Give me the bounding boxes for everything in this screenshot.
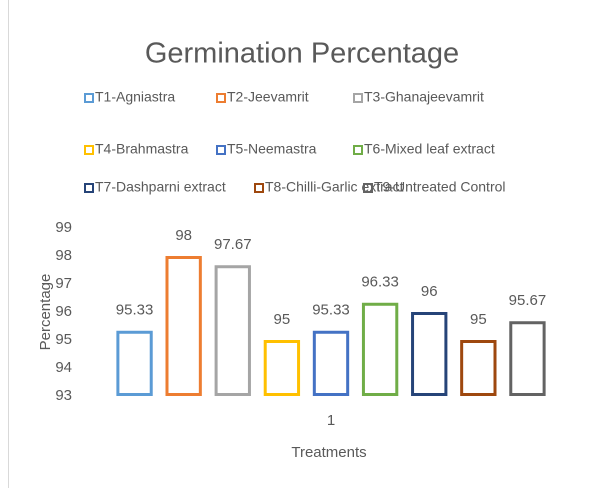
legend-marker (84, 93, 94, 103)
data-label: 98 (175, 227, 192, 244)
bar (411, 312, 448, 396)
x-axis-label: Treatments (291, 444, 366, 461)
data-label: 96 (421, 283, 438, 300)
legend-marker (216, 93, 226, 103)
y-tick-label: 97 (55, 275, 72, 292)
bar (263, 340, 301, 396)
bar (460, 340, 497, 396)
data-label: 96.33 (361, 274, 399, 291)
legend-label: T6-Mixed leaf extract (364, 141, 495, 157)
legend-marker (84, 145, 94, 155)
legend-marker (353, 145, 363, 155)
data-label: 95.67 (509, 292, 547, 309)
legend-label: T7-Dashparni extract (95, 179, 226, 195)
legend-label: T8-Chilli-Garlic extract (265, 179, 404, 195)
data-label: 95.33 (312, 302, 350, 319)
bar (312, 330, 350, 397)
data-label: 97.67 (214, 236, 252, 253)
legend-marker (363, 183, 373, 193)
y-tick-label: 95 (55, 331, 72, 348)
bar (165, 256, 202, 396)
legend-label: T3-Ghanajeevamrit (364, 89, 484, 105)
data-label: 95.33 (116, 302, 154, 319)
legend-label: T5-Neemastra (227, 141, 317, 157)
data-label: 95 (470, 311, 487, 328)
y-tick-label: 93 (55, 387, 72, 404)
bar (361, 302, 399, 397)
legend-marker (84, 183, 94, 193)
y-axis-label: Percentage (37, 274, 54, 351)
bar (509, 321, 546, 396)
bar (214, 265, 251, 396)
chart-title: Germination Percentage (145, 38, 459, 70)
legend-marker (254, 183, 264, 193)
x-tick-label: 1 (327, 412, 335, 429)
bar (116, 330, 153, 397)
legend-label: T4-Brahmastra (95, 141, 189, 157)
legend-label: T1-Agniastra (95, 89, 175, 105)
legend-label: T9-Untreated Control (374, 179, 506, 195)
legend-label: T2-Jeevamrit (227, 89, 309, 105)
y-tick-label: 94 (55, 359, 72, 376)
legend-marker (353, 93, 363, 103)
legend-marker (216, 145, 226, 155)
y-tick-label: 96 (55, 303, 72, 320)
y-tick-label: 99 (55, 219, 72, 236)
data-label: 95 (274, 311, 291, 328)
y-tick-label: 98 (55, 247, 72, 264)
